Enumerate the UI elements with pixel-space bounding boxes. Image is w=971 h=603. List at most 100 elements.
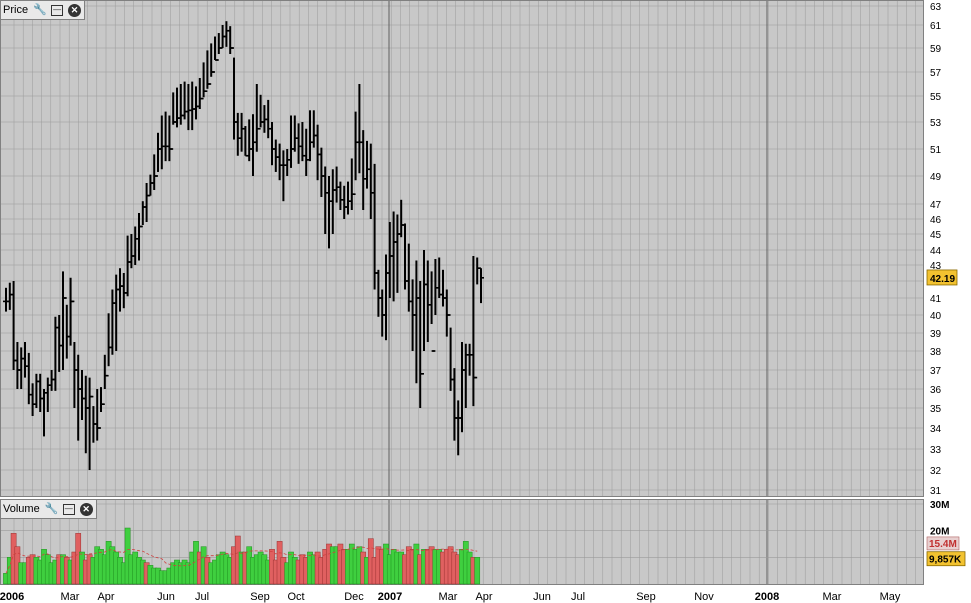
ohlc-bar [71,300,78,408]
x-axis: 2006 Mar Apr Jun Jul Sep Oct Dec 2007 Mar Apr Jun Ju… [0,591,901,603]
ohlc-bar [181,81,188,120]
x-tick-label: Jul [195,591,209,603]
ohlc-bar [60,271,66,370]
x-tick-label: Oct [287,591,304,603]
ohlc-bar [82,375,89,454]
ohlc-bar [284,149,291,176]
current-price-box [926,269,958,286]
ohlc-bar [113,274,120,351]
ohlc-bar [242,126,249,157]
ohlc-bar [196,78,203,109]
price-tick-label: 53 [930,118,942,129]
volume-current-tag: 9,857K [926,551,966,567]
x-tick-label: 2006 [0,591,24,603]
price-tick-label: 43 [930,261,942,272]
ohlc-bar [314,124,321,181]
volume-panel-title: Volume [3,503,40,515]
x-tick-label: Mar [439,591,458,603]
ohlc-bar [443,289,450,337]
close-icon[interactable]: ✕ [68,3,82,17]
volume-bars [3,527,481,585]
ohlc-bar [424,260,431,342]
ohlc-bar [136,213,142,261]
price-bars [3,21,484,470]
ohlc-bar [158,115,165,170]
price-tick-label: 61 [930,21,942,32]
ohlc-bar [234,112,241,156]
x-tick-label: Jul [571,591,585,603]
ohlc-bar [265,99,272,139]
volume-tick-label: 30M [930,500,949,511]
price-tick-label: 39 [930,329,942,340]
price-panel-title: Price [3,4,29,16]
ohlc-bar [470,256,477,407]
ohlc-bar [101,354,108,406]
price-tick-label: 47 [930,200,942,211]
volume-ma-label: 15.4M [929,539,957,550]
x-tick-label: May [880,591,901,603]
ohlc-bar [63,297,70,359]
ohlc-bar [386,222,393,298]
current-price-tag: 42.19 [926,269,958,286]
ohlc-bar [109,289,116,355]
ohlc-bar [356,84,363,174]
ohlc-bar [291,115,298,152]
ohlc-bar [90,395,97,443]
price-grid [1,1,923,584]
ohlc-bar [462,343,469,408]
ohlc-bar [79,370,85,420]
x-tick-label: Sep [250,591,270,603]
ohlc-bar [478,267,484,304]
price-tick-label: 37 [930,366,942,377]
ohlc-bar [147,174,154,197]
volume-ma-tag: 15.4M [926,536,960,551]
window-icon[interactable]: ― [51,4,64,16]
volume-panel-header: Volume 🔧 ― ✕ [1,500,97,519]
ohlc-bar [166,115,173,162]
price-tick-label: 32 [930,466,942,477]
volume-bar [474,557,481,585]
ohlc-bar [143,183,150,222]
ohlc-bar [204,50,211,92]
ohlc-bar [318,147,325,197]
current-price-label: 42.19 [930,274,955,285]
volume-moving-average [5,546,478,574]
close-icon[interactable]: ✕ [79,502,93,516]
ohlc-bar [432,259,439,352]
wrench-icon[interactable]: 🔧 [33,3,47,16]
window-icon[interactable]: ― [62,503,75,515]
ohlc-bar [310,110,317,148]
ohlc-bar [98,387,104,429]
ohlc-bar [341,185,348,219]
ohlc-bar [37,373,44,412]
wrench-icon[interactable]: 🔧 [44,502,59,515]
ohlc-bar [440,269,446,307]
ohlc-bar [288,115,294,168]
x-tick-label: Apr [97,591,114,603]
ohlc-bar [29,383,36,416]
ohlc-bar [117,268,123,312]
ohlc-bar [428,271,435,352]
x-tick-label: Sep [636,591,656,603]
ohlc-bar [390,211,397,302]
price-tick-label: 38 [930,347,942,358]
ohlc-bar [215,33,222,61]
ohlc-bar [333,166,340,203]
ohlc-bar [33,373,40,408]
ohlc-bar [246,119,253,162]
ohlc-bar [269,122,275,166]
ohlc-bar [364,140,370,189]
ohlc-bar [272,139,279,172]
ohlc-bar [257,94,264,130]
volume-current-box [926,551,966,567]
price-panel-header: Price 🔧 ― ✕ [1,1,86,20]
ohlc-bar [398,199,405,238]
x-tick-label: 2008 [755,591,779,603]
price-y-axis: 3132333435363738394041424344454647495153… [930,2,942,497]
ohlc-bar [402,223,408,290]
price-tick-label: 40 [930,311,942,322]
ohlc-bar [189,81,196,131]
ohlc-bar [238,112,245,152]
